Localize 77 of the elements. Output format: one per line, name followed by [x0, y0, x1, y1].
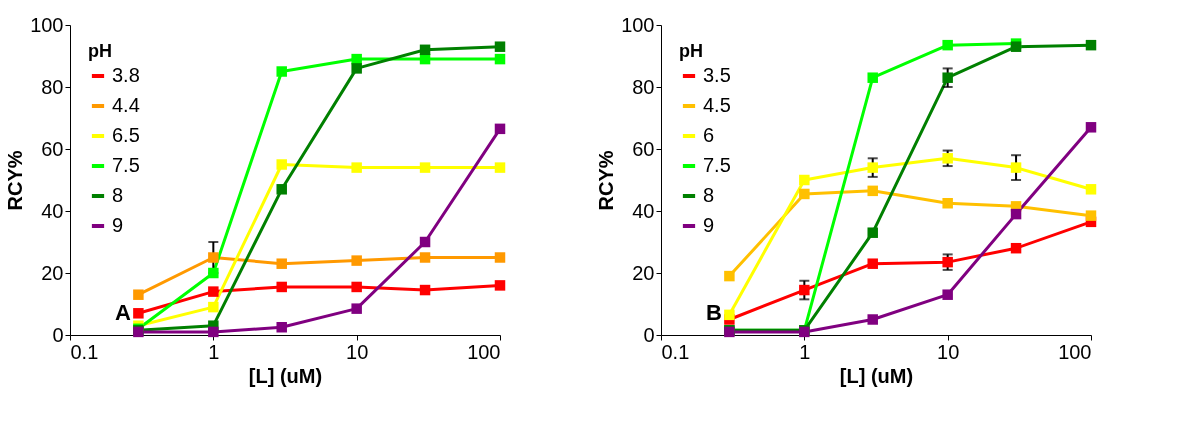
- point: [724, 270, 735, 282]
- point: [351, 303, 362, 314]
- x-axis-title: [L] (uM): [248, 364, 323, 387]
- point: [494, 53, 506, 65]
- y-tick-label: 20: [41, 261, 64, 284]
- x-tick-label: 0.1: [661, 340, 690, 363]
- y-tick-label: 40: [41, 199, 64, 222]
- point: [276, 184, 287, 195]
- legend-label: 8: [703, 184, 715, 206]
- y-tick-label: 80: [632, 75, 655, 98]
- point: [942, 198, 953, 209]
- point: [351, 53, 362, 65]
- legend-label: 4.5: [703, 94, 731, 116]
- point: [133, 289, 144, 300]
- y-tick-label: 80: [41, 75, 64, 98]
- point: [1085, 39, 1097, 51]
- legend-label: 3.5: [703, 64, 731, 86]
- point: [494, 123, 506, 135]
- point: [942, 39, 953, 51]
- legend-label: 6: [703, 124, 715, 146]
- x-tick-label: 1: [799, 340, 811, 363]
- point: [276, 258, 287, 269]
- legend-label: 6.5: [112, 124, 140, 146]
- point: [867, 314, 878, 325]
- legend-label: 4.4: [112, 94, 140, 116]
- y-axis-title: RCY%: [4, 150, 27, 211]
- y-tick-label: 100: [621, 13, 655, 36]
- point: [276, 159, 287, 170]
- point: [867, 72, 878, 83]
- x-axis-title: [L] (uM): [839, 364, 914, 387]
- legend-title: pH: [88, 41, 112, 61]
- x-tick-label: 100: [467, 340, 501, 363]
- point: [494, 41, 506, 52]
- y-tick-label: 60: [41, 137, 64, 160]
- point: [867, 162, 878, 173]
- y-tick-label: 40: [632, 199, 655, 222]
- annotation: A: [115, 300, 131, 325]
- y-tick-label: 20: [632, 261, 655, 284]
- point: [276, 322, 287, 333]
- point: [351, 162, 362, 173]
- x-tick-label: 0.1: [70, 340, 99, 363]
- x-tick-label: 100: [1058, 340, 1092, 363]
- annotation: B: [706, 300, 722, 325]
- point: [867, 185, 878, 197]
- point: [867, 227, 878, 238]
- point: [942, 289, 953, 300]
- point: [133, 308, 144, 319]
- point: [1085, 210, 1097, 221]
- point: [942, 72, 953, 83]
- point: [276, 281, 287, 293]
- legend-label: 9: [112, 214, 124, 236]
- x-tick-label: 10: [937, 340, 960, 363]
- legend-label: 9: [703, 214, 715, 236]
- legend-title: pH: [679, 41, 703, 61]
- point: [867, 258, 878, 269]
- x-tick-label: 1: [208, 340, 220, 363]
- point: [1085, 184, 1097, 195]
- y-axis-title: RCY%: [595, 150, 618, 211]
- point: [942, 153, 953, 164]
- point: [724, 309, 735, 321]
- point: [494, 280, 506, 291]
- point: [494, 162, 506, 173]
- point: [276, 66, 287, 77]
- point: [351, 281, 362, 293]
- point: [351, 63, 362, 74]
- legend-label: 3.8: [112, 64, 140, 86]
- y-tick-label: 60: [632, 137, 655, 160]
- y-tick-label: 0: [643, 323, 655, 346]
- y-tick-label: 100: [30, 13, 64, 36]
- x-tick-label: 10: [346, 340, 369, 363]
- point: [494, 252, 506, 263]
- legend-label: 8: [112, 184, 124, 206]
- point: [1085, 122, 1097, 133]
- y-tick-label: 0: [52, 323, 64, 346]
- legend-label: 7.5: [112, 154, 140, 176]
- legend-label: 7.5: [703, 154, 731, 176]
- point: [351, 255, 362, 266]
